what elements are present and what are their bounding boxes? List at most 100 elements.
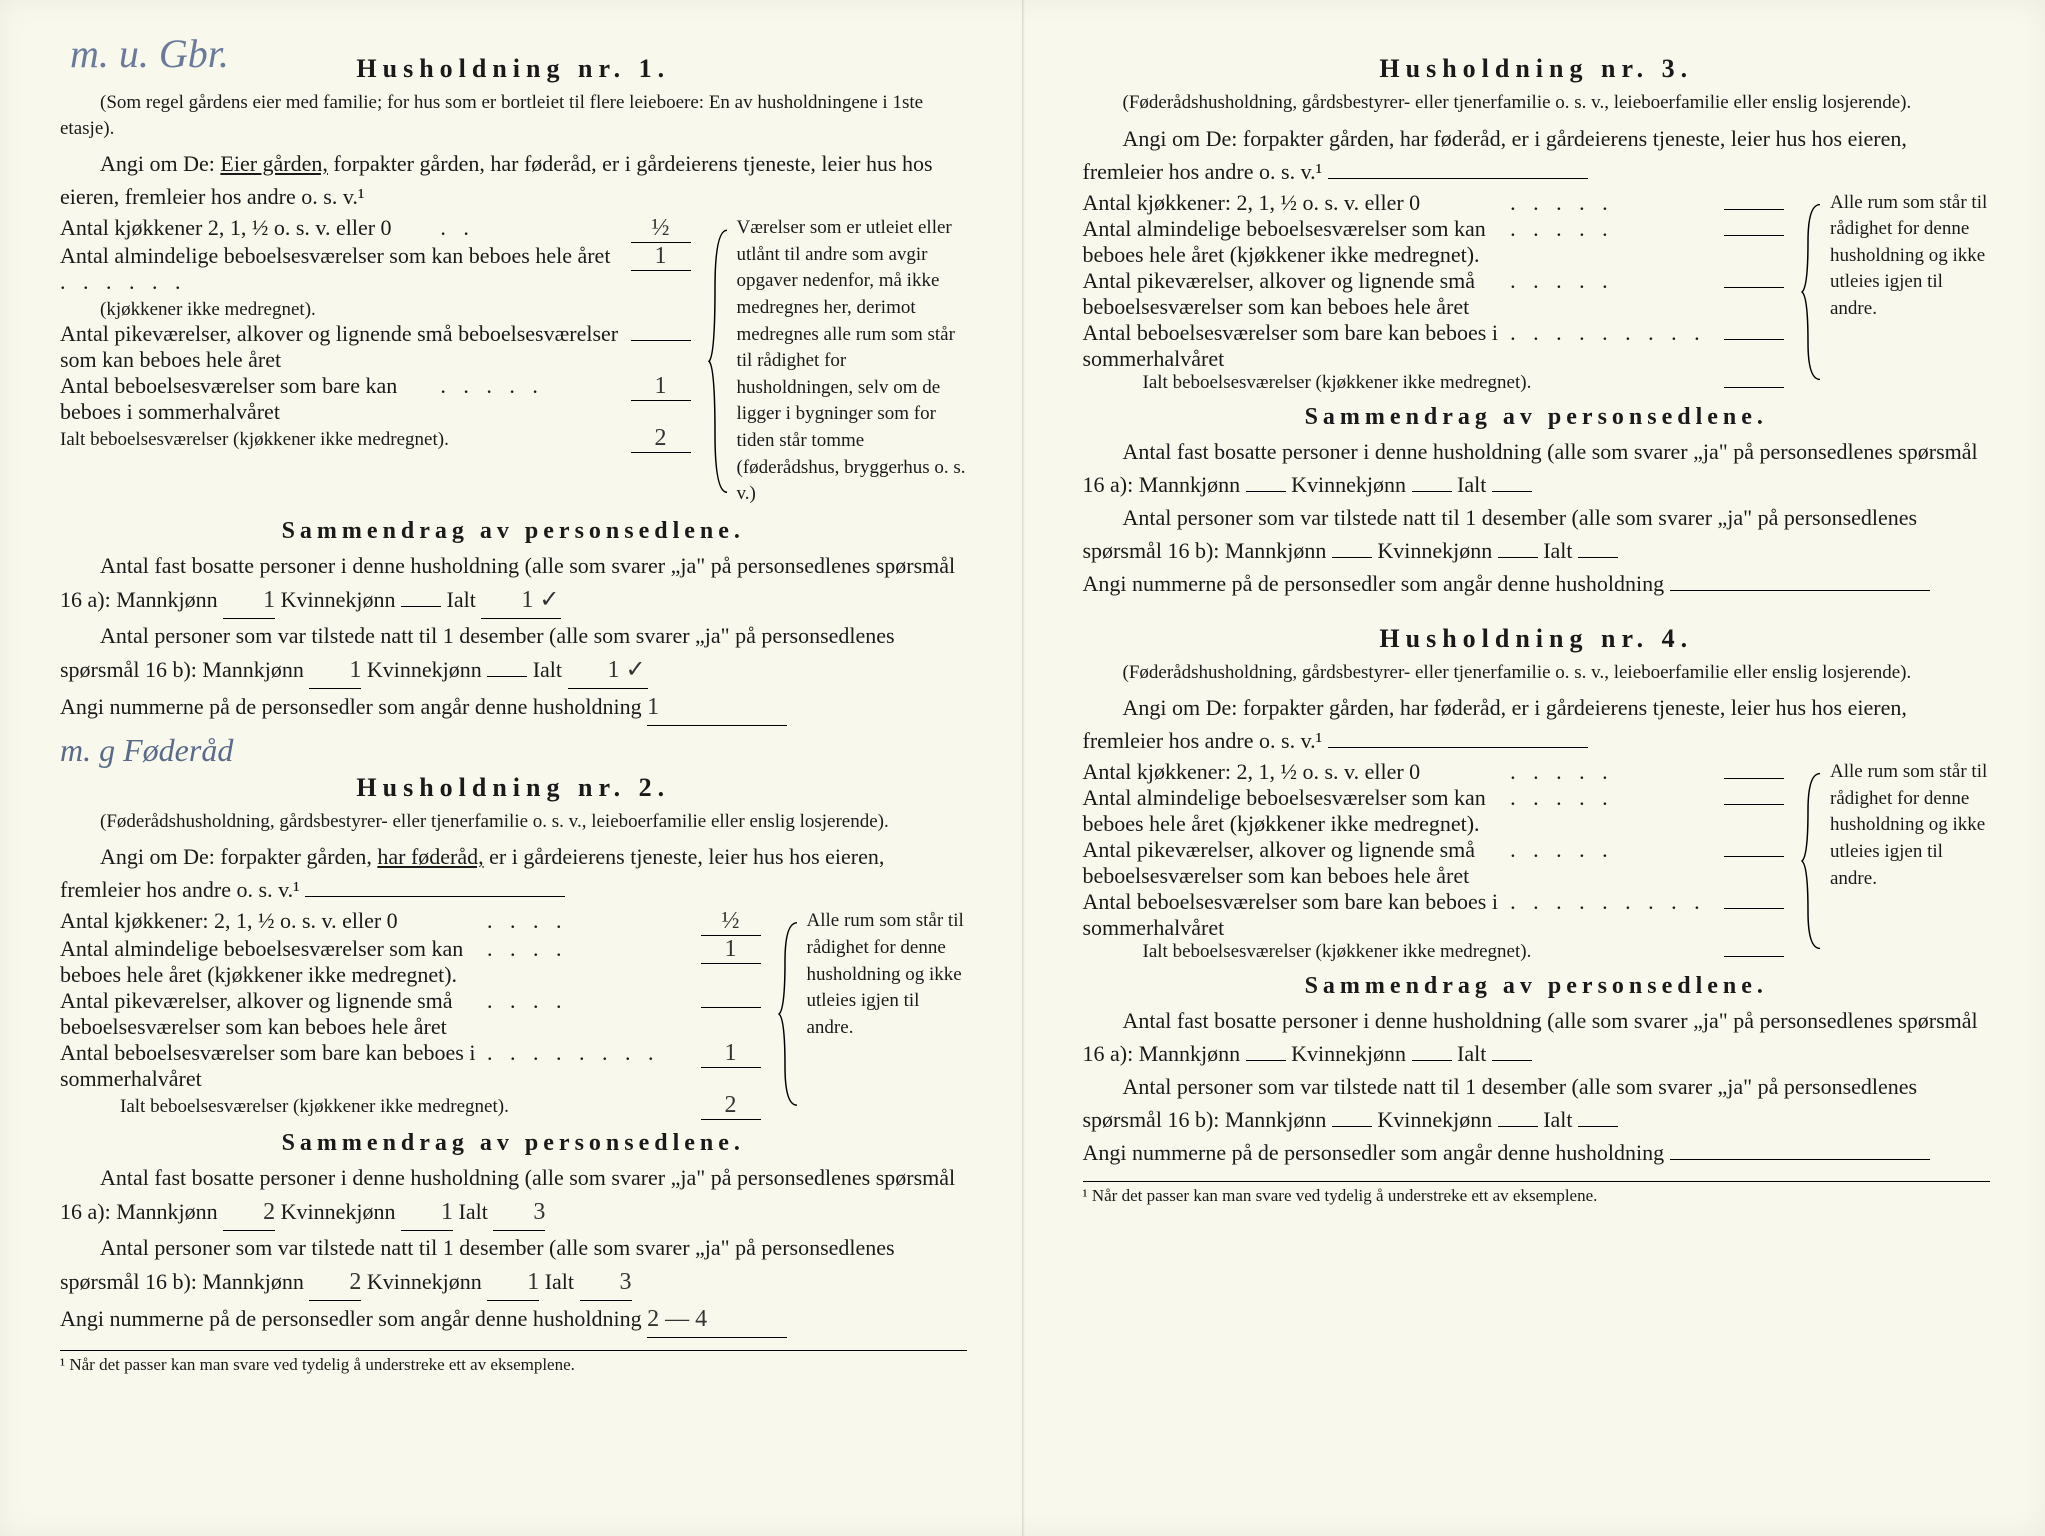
h1-sum-a-m: 1: [223, 582, 275, 619]
h1-questions-block: Antal kjøkkener 2, 1, ½ o. s. v. eller 0…: [60, 215, 967, 508]
h4-paren: (Føderådshusholdning, gårdsbestyrer- ell…: [1083, 660, 1991, 686]
h1-sum-b-m: 1: [309, 652, 361, 689]
h2-nummer: Angi nummerne på de personsedler som ang…: [60, 1301, 967, 1338]
h1-q-alm-sub: (kjøkkener ikke medregnet).: [100, 299, 316, 320]
right-page: Husholdning nr. 3. (Føderådshusholdning,…: [1023, 0, 2045, 1536]
h1-q-pike: Antal pikeværelser, alkover og lignende …: [60, 321, 691, 373]
h2-sum-title: Sammendrag av personsedlene.: [60, 1130, 967, 1157]
dots: . . . .: [487, 908, 701, 934]
h2-q-pike: Antal pikeværelser, alkover og lignende …: [60, 988, 761, 1040]
h2-nummer-val: 2 — 4: [647, 1301, 787, 1338]
h2-q-sommer-val: 1: [701, 1040, 761, 1068]
h3-sidenote-text: Alle rum som står til rådighet for denne…: [1830, 192, 1987, 319]
h3-q-kjokken-label: Antal kjøkkener: 2, 1, ½ o. s. v. eller …: [1083, 190, 1511, 216]
h4-sum-a-k: [1412, 1060, 1452, 1061]
h1-sum-title: Sammendrag av personsedlene.: [60, 518, 967, 545]
dots: . . . . .: [1510, 759, 1724, 785]
h2-sum-a-m: 2: [223, 1194, 275, 1231]
h2-angi-fill: [305, 896, 565, 897]
h1-sum-b-k: [487, 676, 527, 677]
kvinne-label: Kvinnekjønn: [281, 1199, 396, 1224]
h4-q-pike-val: [1724, 856, 1784, 857]
h2-q-kjokken: Antal kjøkkener: 2, 1, ½ o. s. v. eller …: [60, 908, 761, 936]
h2-sum-a: Antal fast bosatte personer i denne hush…: [60, 1161, 967, 1231]
h3-sidenote: Alle rum som står til rådighet for denne…: [1800, 190, 1990, 394]
ialt-label: Ialt: [447, 587, 476, 612]
h4-sidenote: Alle rum som står til rådighet for denne…: [1800, 759, 1990, 963]
ialt-label: Ialt: [545, 1269, 574, 1294]
h2-sum-b-k: 1: [487, 1264, 539, 1301]
h3-q-alm: Antal almindelige beboelsesværelser som …: [1083, 216, 1785, 268]
ialt-label: Ialt: [1457, 472, 1486, 497]
h4-q-alm-val: [1724, 804, 1784, 805]
h1-nummer-label: Angi nummerne på de personsedler som ang…: [60, 694, 642, 719]
h2-q-sommer: Antal beboelsesværelser som bare kan beb…: [60, 1040, 761, 1092]
h2-sum-b: Antal personer som var tilstede natt til…: [60, 1231, 967, 1301]
h1-q-sommer-val: 1: [631, 373, 691, 401]
brace-icon: [707, 225, 733, 498]
h4-sum-a: Antal fast bosatte personer i denne hush…: [1083, 1004, 1991, 1070]
h1-nummer: Angi nummerne på de personsedler som ang…: [60, 689, 967, 726]
h4-q-sommer-val: [1724, 908, 1784, 909]
ialt-label: Ialt: [533, 657, 562, 682]
h3-q-pike: Antal pikeværelser, alkover og lignende …: [1083, 268, 1785, 320]
h3-sum-b-k: [1498, 557, 1538, 558]
h1-q-ialt-val: 2: [631, 425, 691, 453]
h3-q-sommer: Antal beboelsesværelser som bare kan beb…: [1083, 320, 1785, 372]
h3-sum-b-text: Antal personer som var tilstede natt til…: [1083, 505, 1918, 563]
h2-q-ialt-label: Ialt beboelsesværelser (kjøkkener ikke m…: [60, 1096, 701, 1118]
ialt-label: Ialt: [1457, 1041, 1486, 1066]
h3-title: Husholdning nr. 3.: [1083, 54, 1991, 84]
h3-sum-a-text: Antal fast bosatte personer i denne hush…: [1083, 439, 1978, 497]
handwriting-top: m. u. Gbr.: [70, 30, 229, 77]
h2-q-alm: Antal almindelige beboelsesværelser som …: [60, 936, 761, 988]
dots: . .: [440, 215, 630, 241]
h3-q-ialt-val: [1724, 387, 1784, 388]
h4-sum-a-ialt: [1492, 1060, 1532, 1061]
h2-q-kjokken-val: ½: [701, 908, 761, 936]
h4-q-ialt-val: [1724, 956, 1784, 957]
h4-sum-a-text: Antal fast bosatte personer i denne hush…: [1083, 1008, 1978, 1066]
h4-questions-block: Antal kjøkkener: 2, 1, ½ o. s. v. eller …: [1083, 759, 1991, 963]
h4-sidenote-text: Alle rum som står til rådighet for denne…: [1830, 761, 1987, 888]
h4-sum-b: Antal personer som var tilstede natt til…: [1083, 1070, 1991, 1136]
h1-sum-a-k: [401, 606, 441, 607]
h3-sum-title: Sammendrag av personsedlene.: [1083, 404, 1991, 431]
h2-sidenote-text: Alle rum som står til rådighet for denne…: [807, 910, 964, 1037]
h4-q-alm-label: Antal almindelige beboelsesværelser som …: [1083, 785, 1511, 837]
h2-questions-block: Antal kjøkkener: 2, 1, ½ o. s. v. eller …: [60, 908, 967, 1120]
h4-q-ialt-label: Ialt beboelsesværelser (kjøkkener ikke m…: [1083, 941, 1725, 963]
h2-q-kjokken-label: Antal kjøkkener: 2, 1, ½ o. s. v. eller …: [60, 908, 487, 934]
kvinne-label: Kvinnekjønn: [1377, 1107, 1492, 1132]
h1-q-kjokken: Antal kjøkkener 2, 1, ½ o. s. v. eller 0…: [60, 215, 691, 243]
dots: . . . . . . . . .: [1510, 320, 1724, 346]
h4-q-alm: Antal almindelige beboelsesværelser som …: [1083, 785, 1785, 837]
h4-sum-a-m: [1246, 1060, 1286, 1061]
h3-sum-a: Antal fast bosatte personer i denne hush…: [1083, 435, 1991, 501]
h3-sum-a-ialt: [1492, 491, 1532, 492]
h1-q-sommer-label: Antal beboelsesværelser som bare kan beb…: [60, 373, 440, 425]
h3-sum-b-m: [1332, 557, 1372, 558]
dots: . . . .: [487, 936, 701, 962]
h1-sum-b: Antal personer som var tilstede natt til…: [60, 619, 967, 689]
h1-q-alm-val: 1: [631, 243, 691, 271]
dots: . . . . .: [1510, 837, 1724, 863]
h1-q-ialt: Ialt beboelsesværelser (kjøkkener ikke m…: [60, 425, 691, 453]
h2-q-alm-label: Antal almindelige beboelsesværelser som …: [60, 936, 487, 988]
h1-sum-a: Antal fast bosatte personer i denne hush…: [60, 549, 967, 619]
h4-sum-b-m: [1332, 1126, 1372, 1127]
dots: . . . . .: [440, 373, 630, 399]
h3-questions-block: Antal kjøkkener: 2, 1, ½ o. s. v. eller …: [1083, 190, 1991, 394]
dots: . . . . .: [1510, 785, 1724, 811]
h2-angi-prefix: Angi om De: forpakter gården,: [100, 844, 372, 869]
h3-sum-b: Antal personer som var tilstede natt til…: [1083, 501, 1991, 567]
h3-q-kjokken-val: [1724, 209, 1784, 210]
h2-nummer-label: Angi nummerne på de personsedler som ang…: [60, 1306, 642, 1331]
h3-paren: (Føderådshusholdning, gårdsbestyrer- ell…: [1083, 90, 1991, 116]
h4-nummer-label: Angi nummerne på de personsedler som ang…: [1083, 1140, 1665, 1165]
h2-sidenote: Alle rum som står til rådighet for denne…: [777, 908, 967, 1120]
h3-sum-a-k: [1412, 491, 1452, 492]
h3-q-alm-val: [1724, 235, 1784, 236]
h4-q-sommer-label: Antal beboelsesværelser som bare kan beb…: [1083, 889, 1511, 941]
kvinne-label: Kvinnekjønn: [1291, 1041, 1406, 1066]
